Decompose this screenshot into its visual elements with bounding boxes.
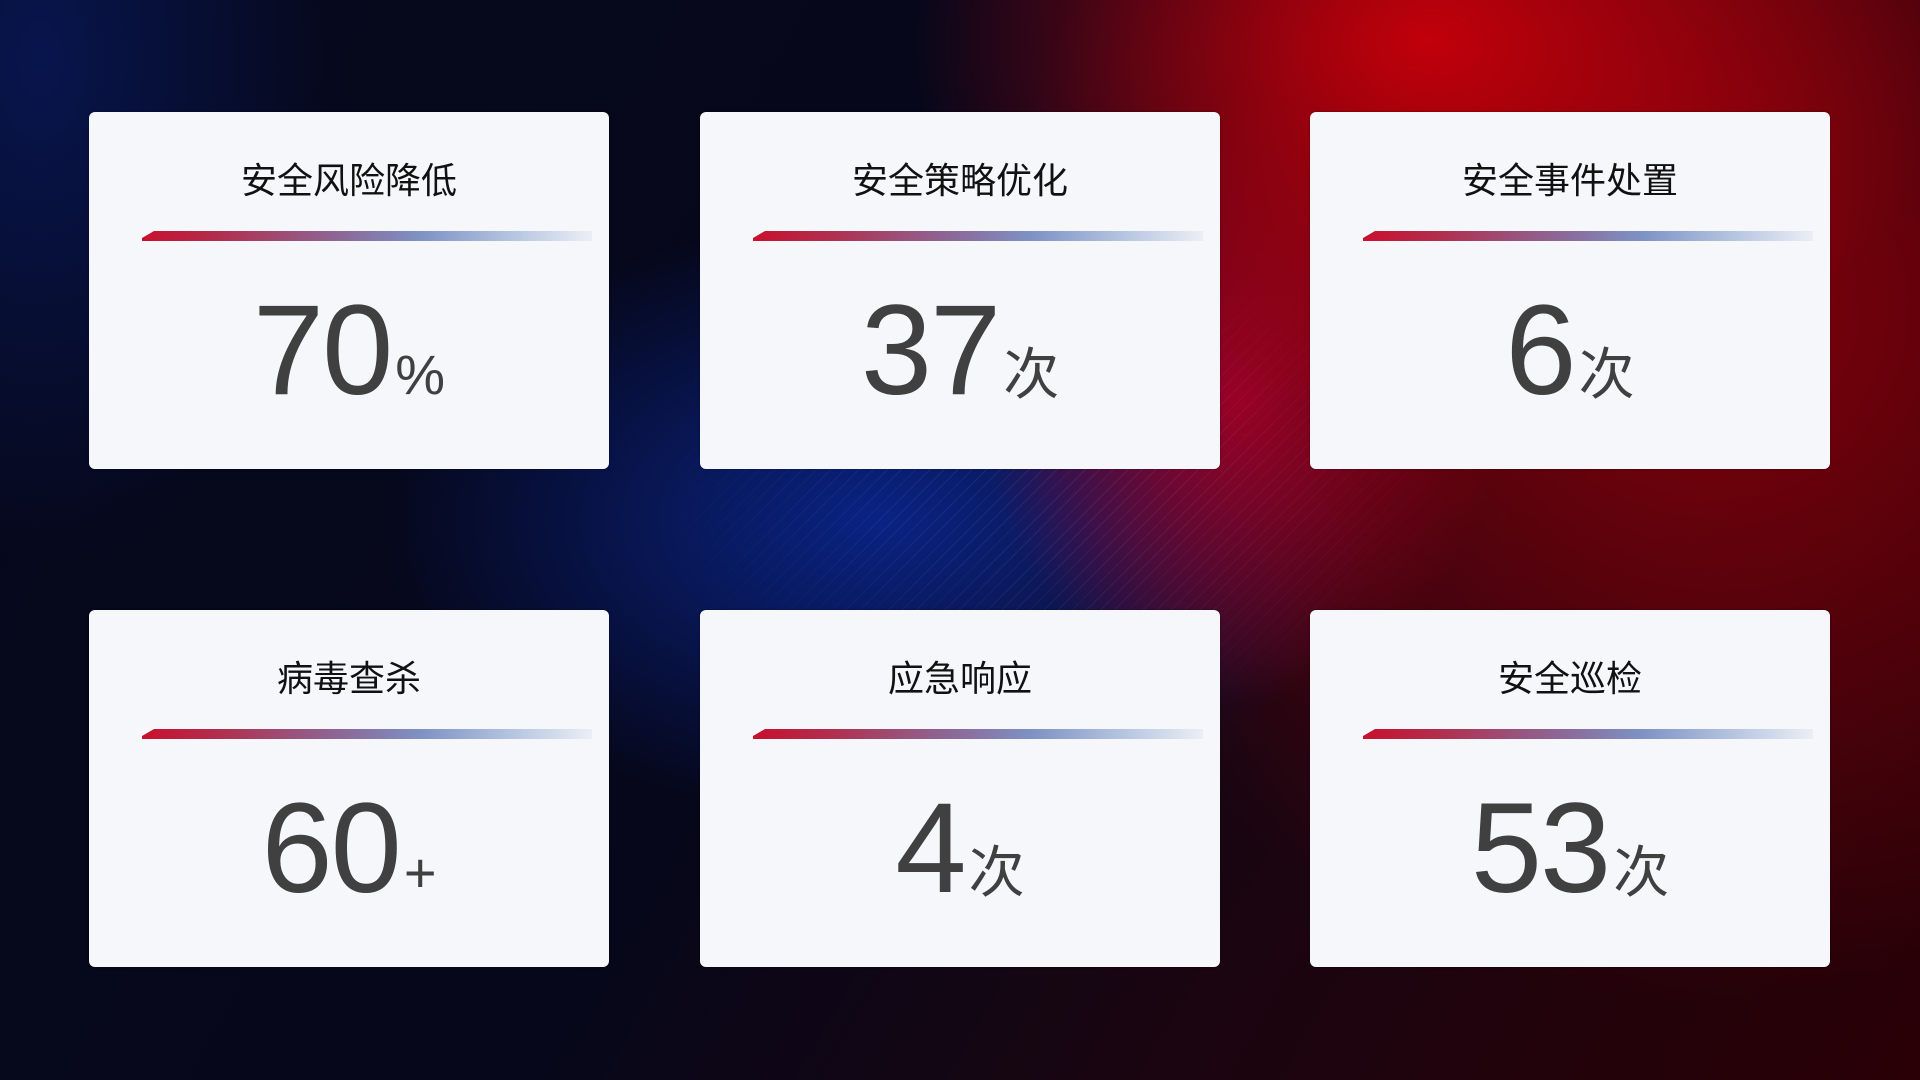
stat-card-virus-removal: 病毒查杀 60+ xyxy=(89,610,609,967)
stat-card-incident-handling: 安全事件处置 6次 xyxy=(1310,112,1830,469)
value-unit: 次 xyxy=(1578,343,1635,406)
value-unit: 次 xyxy=(968,841,1025,904)
card-title: 安全巡检 xyxy=(1497,659,1642,700)
stat-card-risk-reduction: 安全风险降低 70% xyxy=(89,112,609,469)
card-value: 4次 xyxy=(700,775,1220,922)
value-unit: % xyxy=(395,343,446,406)
gradient-divider xyxy=(1363,729,1813,739)
gradient-divider xyxy=(142,729,592,739)
value-number: 70 xyxy=(252,279,393,422)
value-unit: 次 xyxy=(1613,841,1670,904)
card-title: 安全风险降低 xyxy=(240,161,457,202)
gradient-divider xyxy=(753,729,1203,739)
value-unit: 次 xyxy=(1003,343,1060,406)
card-title: 病毒查杀 xyxy=(276,659,421,700)
stat-card-policy-optimization: 安全策略优化 37次 xyxy=(700,112,1220,469)
card-title: 应急响应 xyxy=(887,659,1032,700)
value-number: 53 xyxy=(1470,777,1611,920)
value-number: 6 xyxy=(1505,279,1576,422)
card-title: 安全事件处置 xyxy=(1461,161,1678,202)
stat-card-emergency-response: 应急响应 4次 xyxy=(700,610,1220,967)
value-number: 37 xyxy=(860,279,1001,422)
card-value: 70% xyxy=(89,277,609,424)
card-value: 6次 xyxy=(1310,277,1830,424)
value-unit: + xyxy=(403,841,437,904)
gradient-divider xyxy=(142,231,592,241)
gradient-divider xyxy=(1363,231,1813,241)
stat-card-security-patrol: 安全巡检 53次 xyxy=(1310,610,1830,967)
gradient-divider xyxy=(753,231,1203,241)
card-value: 53次 xyxy=(1310,775,1830,922)
card-value: 37次 xyxy=(700,277,1220,424)
card-value: 60+ xyxy=(89,775,609,922)
value-number: 60 xyxy=(261,777,401,920)
card-title: 安全策略优化 xyxy=(851,161,1068,202)
value-number: 4 xyxy=(895,777,966,920)
